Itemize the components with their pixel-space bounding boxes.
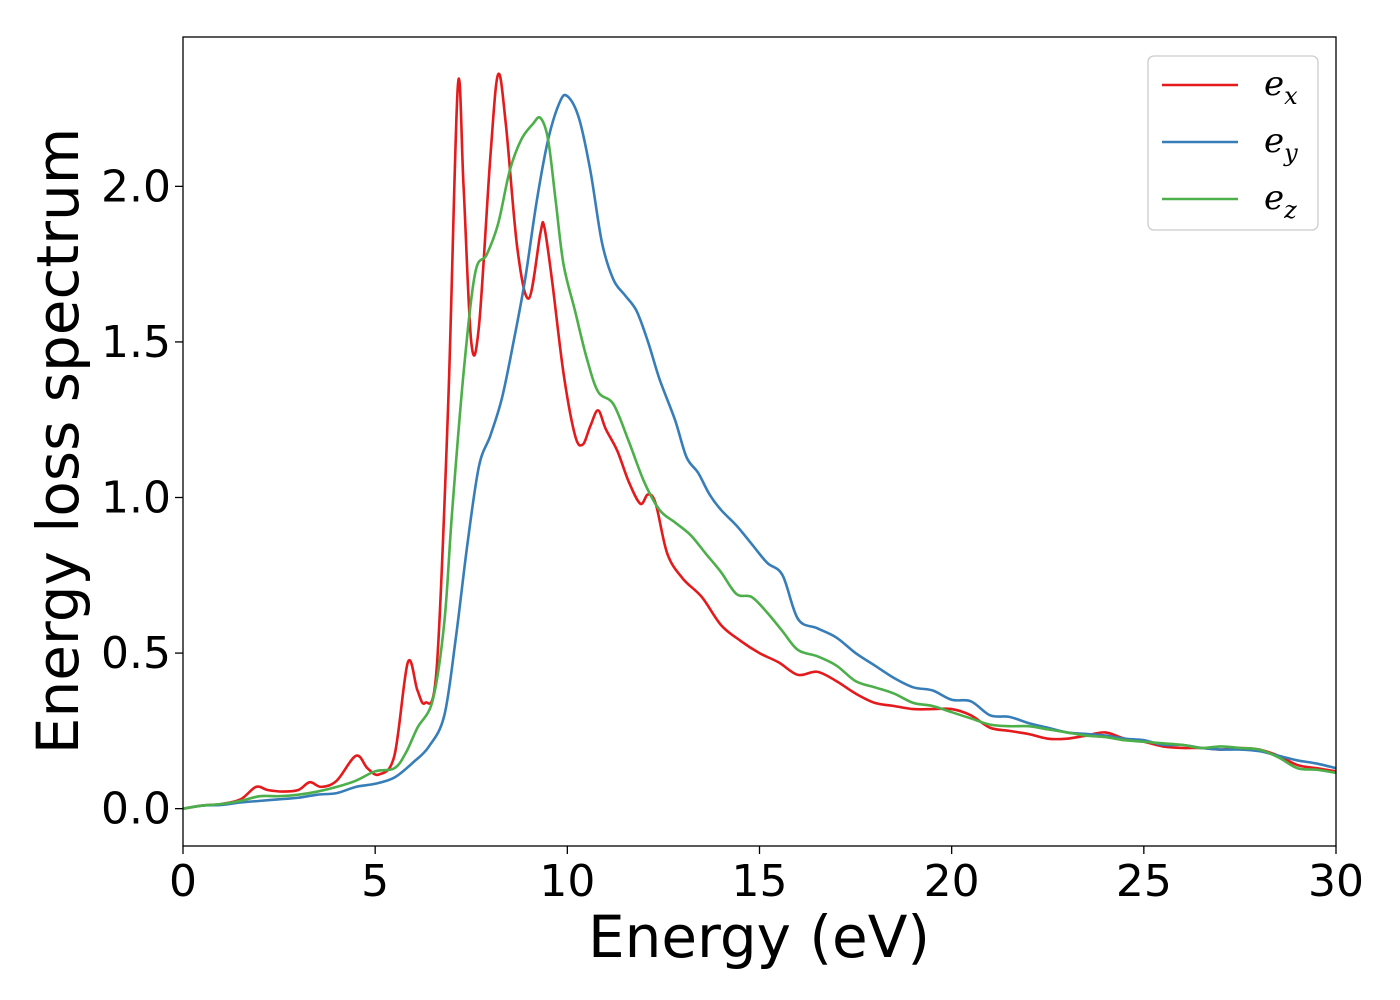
x-axis-title: Energy (eV) bbox=[588, 903, 930, 971]
plot-background bbox=[183, 37, 1336, 846]
y-axis-title: Energy loss spectrum bbox=[24, 128, 92, 754]
y-tick-label: 0.5 bbox=[101, 628, 171, 679]
x-tick-label: 25 bbox=[1116, 856, 1172, 907]
legend-label-subscript: x bbox=[1284, 82, 1298, 110]
x-tick-label: 10 bbox=[539, 856, 595, 907]
y-tick-label: 1.5 bbox=[101, 317, 171, 368]
y-axis-ticks: 0.0 0.5 1.0 1.5 2.0 bbox=[101, 161, 183, 835]
series-layer bbox=[183, 72, 1336, 810]
legend-entry-e-x: ex bbox=[1162, 64, 1298, 110]
x-tick-label: 5 bbox=[361, 856, 389, 907]
series-line-e-y bbox=[183, 93, 1336, 810]
series-line-e-x bbox=[183, 72, 1336, 810]
x-tick-label: 30 bbox=[1308, 856, 1364, 907]
x-tick-label: 0 bbox=[169, 856, 197, 907]
x-tick-label: 20 bbox=[924, 856, 980, 907]
x-axis-ticks: 0 5 10 15 20 25 30 bbox=[169, 846, 1364, 907]
legend-label-subscript: z bbox=[1283, 196, 1297, 224]
series-line-e-z bbox=[183, 115, 1336, 810]
legend-label-subscript: y bbox=[1283, 139, 1298, 167]
y-tick-label: 1.0 bbox=[101, 473, 171, 524]
y-tick-label: 0.0 bbox=[101, 784, 171, 835]
y-tick-label: 2.0 bbox=[101, 161, 171, 212]
x-tick-label: 15 bbox=[732, 856, 788, 907]
